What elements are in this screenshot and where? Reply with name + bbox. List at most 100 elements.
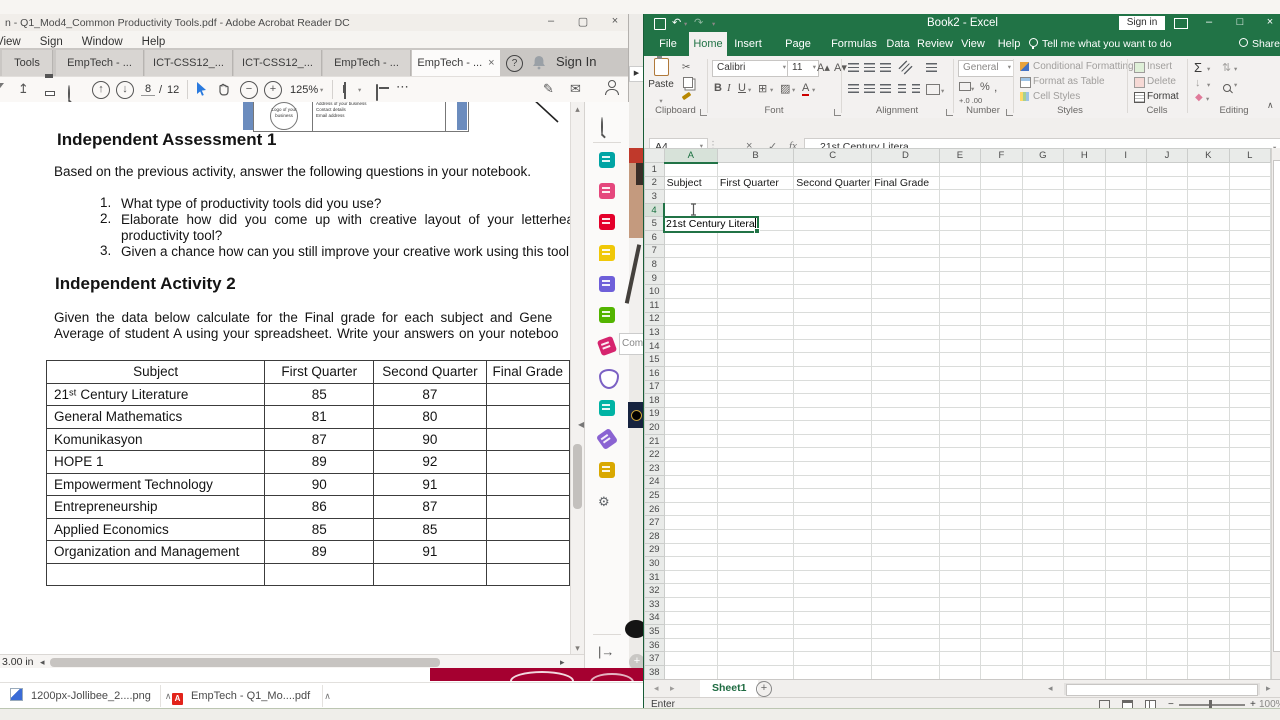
- cell-G27[interactable]: [1022, 515, 1065, 531]
- cell-K27[interactable]: [1187, 515, 1230, 531]
- fill-color-icon[interactable]: ▨: [780, 83, 791, 95]
- cell-J14[interactable]: [1146, 339, 1189, 354]
- row-header-37[interactable]: 37: [644, 651, 665, 666]
- page-display-dropdown-icon[interactable]: ▾: [358, 87, 362, 94]
- cell-C20[interactable]: [793, 420, 873, 435]
- download-expand-icon[interactable]: ∧: [324, 691, 331, 701]
- cell-B17[interactable]: [717, 380, 795, 395]
- alignment-dialog-launcher[interactable]: [946, 109, 953, 116]
- decrease-indent-icon[interactable]: [898, 84, 906, 93]
- cell-I21[interactable]: [1105, 434, 1147, 449]
- cell-D22[interactable]: [871, 447, 940, 463]
- cell-B38[interactable]: [717, 665, 795, 679]
- cell-F24[interactable]: [980, 475, 1023, 490]
- cell-K19[interactable]: [1187, 407, 1230, 422]
- cell-F20[interactable]: [980, 420, 1023, 435]
- scroll-left-icon[interactable]: ◂: [40, 657, 45, 667]
- cell-H8[interactable]: [1063, 257, 1106, 272]
- cell-I37[interactable]: [1105, 651, 1147, 666]
- comma-style-icon[interactable]: ,: [994, 80, 998, 94]
- cell-I28[interactable]: [1105, 529, 1147, 544]
- cell-H28[interactable]: [1063, 529, 1106, 544]
- cell-D15[interactable]: [871, 352, 940, 367]
- cell-F27[interactable]: [980, 515, 1023, 531]
- cell-E15[interactable]: [939, 352, 982, 367]
- cell-K36[interactable]: [1187, 638, 1230, 653]
- cell-I20[interactable]: [1105, 420, 1147, 435]
- cell-B6[interactable]: [717, 230, 795, 245]
- cell-D31[interactable]: [871, 570, 940, 585]
- row-header-18[interactable]: 18: [644, 393, 665, 408]
- column-header-F[interactable]: F: [980, 148, 1023, 163]
- cell-J38[interactable]: [1146, 665, 1189, 679]
- cell-D9[interactable]: [871, 271, 940, 286]
- underline-dropdown-icon[interactable]: ▾: [748, 87, 752, 94]
- cell-J17[interactable]: [1146, 380, 1189, 395]
- cell-K13[interactable]: [1187, 325, 1230, 340]
- cell-E27[interactable]: [939, 515, 982, 531]
- shrink-font-icon[interactable]: A▾: [834, 61, 847, 74]
- column-header-J[interactable]: J: [1145, 148, 1189, 163]
- cell-I14[interactable]: [1105, 339, 1147, 354]
- ribbon-tab-home[interactable]: Home: [689, 32, 727, 56]
- cell-I27[interactable]: [1105, 515, 1147, 531]
- scroll-down-icon[interactable]: ▾: [575, 643, 580, 653]
- next-page-icon[interactable]: ↓: [116, 81, 134, 99]
- column-header-A[interactable]: A: [663, 148, 718, 164]
- cell-B11[interactable]: [717, 298, 795, 313]
- column-header-L[interactable]: L: [1228, 148, 1271, 163]
- cell-B33[interactable]: [717, 597, 795, 612]
- cell-L6[interactable]: [1229, 230, 1271, 245]
- cell-K21[interactable]: [1187, 434, 1230, 449]
- italic-button[interactable]: I: [727, 82, 731, 94]
- cell-I22[interactable]: [1105, 447, 1147, 463]
- number-dialog-launcher[interactable]: [1006, 109, 1013, 116]
- cell-B10[interactable]: [717, 284, 795, 299]
- cell-J28[interactable]: [1146, 529, 1189, 544]
- cell-G29[interactable]: [1022, 543, 1065, 558]
- cell-E25[interactable]: [939, 488, 982, 503]
- collapse-ribbon-icon[interactable]: ∧: [1267, 100, 1274, 110]
- cell-D32[interactable]: [871, 583, 940, 598]
- cell-F21[interactable]: [980, 434, 1023, 449]
- cell-H34[interactable]: [1063, 611, 1106, 626]
- cell-D26[interactable]: [871, 502, 940, 517]
- cell-A9[interactable]: [664, 271, 718, 286]
- ribbon-tab-help[interactable]: Help: [997, 38, 1021, 50]
- cell-H31[interactable]: [1063, 570, 1106, 585]
- cell-D16[interactable]: [871, 366, 940, 381]
- cell-B3[interactable]: [717, 189, 795, 204]
- qat-customize-icon[interactable]: ▾: [712, 21, 716, 28]
- cell-C18[interactable]: [793, 393, 873, 408]
- cell-B7[interactable]: [717, 244, 795, 259]
- cell-G17[interactable]: [1022, 380, 1065, 395]
- send-tool-icon[interactable]: [376, 84, 378, 101]
- cell-L32[interactable]: [1229, 583, 1271, 598]
- cell-J32[interactable]: [1146, 583, 1189, 598]
- cell-J36[interactable]: [1146, 638, 1189, 653]
- cell-A38[interactable]: [664, 665, 718, 679]
- cell-F10[interactable]: [980, 284, 1023, 299]
- align-top-icon[interactable]: [848, 63, 859, 72]
- create-pdf-icon[interactable]: [599, 214, 615, 230]
- cell-B15[interactable]: [717, 352, 795, 367]
- cell-E1[interactable]: [939, 162, 982, 177]
- cell-J21[interactable]: [1146, 434, 1189, 449]
- cell-B37[interactable]: [717, 651, 795, 666]
- confirm-entry-icon[interactable]: ✓: [768, 141, 778, 153]
- cell-E17[interactable]: [939, 380, 982, 395]
- combine-files-icon[interactable]: [599, 307, 615, 323]
- acrobat-close-button[interactable]: ×: [611, 15, 619, 27]
- cell-E10[interactable]: [939, 284, 982, 299]
- find-select-icon[interactable]: [1223, 84, 1231, 92]
- cell-K2[interactable]: [1187, 176, 1230, 191]
- row-header-27[interactable]: 27: [644, 515, 665, 531]
- cell-G33[interactable]: [1022, 597, 1065, 612]
- cell-J12[interactable]: [1146, 312, 1189, 327]
- cell-J35[interactable]: [1146, 624, 1189, 639]
- cell-B22[interactable]: [717, 447, 795, 463]
- cell-K16[interactable]: [1187, 366, 1230, 381]
- cell-D23[interactable]: [871, 461, 940, 476]
- cell-J10[interactable]: [1146, 284, 1189, 299]
- row-header-14[interactable]: 14: [644, 338, 665, 354]
